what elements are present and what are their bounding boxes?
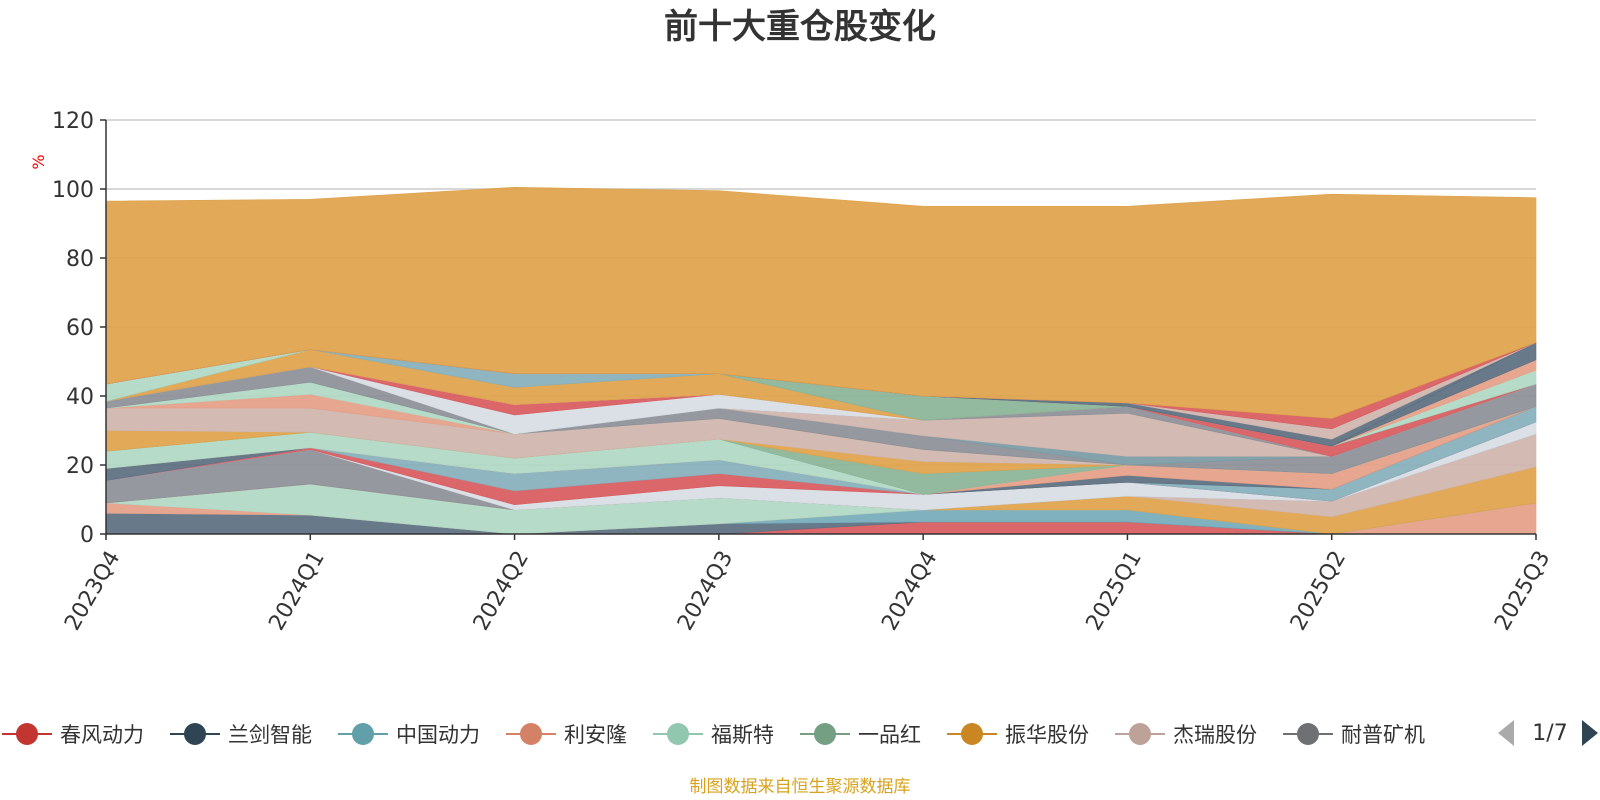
legend-pager: 1/7 [1498, 720, 1598, 746]
x-tick-label: 2025Q1 [1082, 547, 1147, 635]
legend-page-indicator: 1/7 [1532, 721, 1567, 746]
legend-prev-icon[interactable] [1498, 720, 1514, 746]
legend-item[interactable]: 兰剑智能 [170, 723, 312, 747]
legend-label: 杰瑞股份 [1173, 723, 1257, 747]
legend-label: 春风动力 [60, 723, 144, 747]
x-tick-label: 2023Q4 [60, 547, 125, 635]
legend-label: 一品红 [858, 723, 921, 747]
y-tick-labels: 0 20 40 60 80 100 120 [52, 109, 94, 548]
legend-next-icon[interactable] [1582, 720, 1598, 746]
y-tick-label: 120 [52, 109, 94, 134]
legend-label: 福斯特 [711, 723, 774, 747]
legend-label: 中国动力 [396, 723, 480, 747]
legend-marker-icon [1129, 723, 1151, 745]
legend-item[interactable]: 杰瑞股份 [1115, 723, 1257, 747]
y-tick-label: 20 [66, 454, 94, 479]
y-tick-label: 100 [52, 178, 94, 203]
x-tick-label: 2024Q1 [264, 547, 329, 635]
legend-item[interactable]: 福斯特 [653, 723, 774, 747]
legend-label: 耐普矿机 [1341, 723, 1425, 747]
legend-marker-icon [16, 723, 38, 745]
x-tick-label: 2024Q4 [877, 547, 942, 635]
legend-item[interactable]: 一品红 [800, 723, 921, 747]
x-tick-label: 2024Q2 [469, 547, 534, 635]
x-tick-labels: 2023Q4 2024Q1 2024Q2 2024Q3 2024Q4 2025Q1 2025… [60, 547, 1555, 635]
legend-marker-icon [667, 723, 689, 745]
legend-label: 利安隆 [564, 723, 627, 747]
legend-item[interactable]: 耐普矿机 [1283, 723, 1425, 747]
y-axis-unit: % [29, 154, 48, 169]
legend-marker-icon [961, 723, 983, 745]
legend[interactable]: 春风动力 兰剑智能 中国动力 利安隆 福斯特 一品红 振华股份 杰瑞股份 耐普矿机 [2, 723, 1425, 747]
chart-title: 前十大重仓股变化 [664, 7, 936, 47]
legend-item[interactable]: 振华股份 [947, 723, 1089, 747]
legend-label: 振华股份 [1005, 723, 1089, 747]
x-tick-label: 2025Q2 [1286, 547, 1351, 635]
legend-item[interactable]: 利安隆 [506, 723, 627, 747]
area-series [105, 186, 1537, 535]
area-series-37[interactable] [105, 186, 1537, 419]
legend-marker-icon [1297, 723, 1319, 745]
legend-marker-icon [352, 723, 374, 745]
legend-item[interactable]: 中国动力 [338, 723, 480, 747]
legend-marker-icon [184, 723, 206, 745]
y-tick-label: 0 [80, 523, 94, 548]
x-tick-label: 2024Q3 [673, 547, 738, 635]
legend-item[interactable]: 春风动力 [2, 723, 144, 747]
legend-marker-icon [520, 723, 542, 745]
legend-marker-icon [814, 723, 836, 745]
x-tick-label: 2025Q3 [1490, 547, 1555, 635]
y-tick-label: 60 [66, 316, 94, 341]
source-note: 制图数据来自恒生聚源数据库 [690, 777, 911, 797]
y-tick-label: 40 [66, 385, 94, 410]
y-tick-label: 80 [66, 247, 94, 272]
axes [100, 119, 1537, 540]
legend-label: 兰剑智能 [228, 723, 312, 747]
